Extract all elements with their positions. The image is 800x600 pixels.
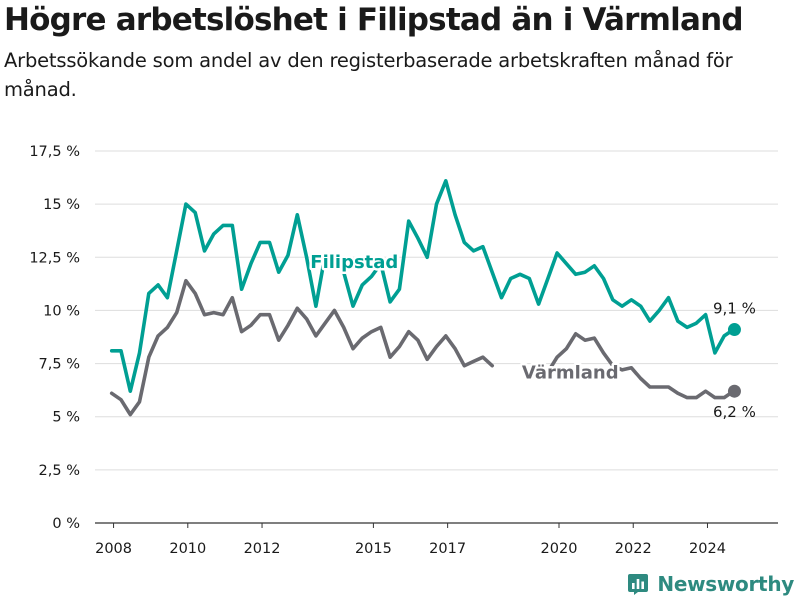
x-tick-label: 2015 (355, 541, 392, 557)
series-line-filipstad (109, 179, 736, 393)
chart-title: Högre arbetslöshet i Filipstad än i Värm… (4, 2, 744, 38)
end-point-marker (727, 323, 741, 337)
brand-logo: Newsworthy (626, 572, 794, 596)
y-tick-label: 7,5 % (39, 357, 80, 373)
series-line-värmland (109, 278, 736, 417)
chart-subtitle: Arbetssökande som andel av den registerb… (4, 49, 733, 101)
end-value-label: 9,1 % (713, 300, 756, 318)
x-tick-label: 2020 (541, 541, 578, 557)
y-tick-label: 5 % (52, 410, 80, 426)
brand-name: Newsworthy (657, 572, 794, 596)
x-tick-label: 2010 (169, 541, 206, 557)
y-tick-label: 17,5 % (29, 144, 80, 160)
series-label-filipstad: Filipstad (310, 252, 398, 273)
series-label-värmland: Värmland (522, 362, 619, 383)
x-tick-label: 2012 (244, 541, 281, 557)
end-value-label: 6,2 % (713, 403, 756, 421)
y-tick-label: 10 % (43, 303, 80, 319)
x-tick-label: 2017 (429, 541, 466, 557)
y-tick-label: 15 % (43, 197, 80, 213)
x-tick-label: 2024 (689, 541, 726, 557)
y-tick-label: 0 % (52, 516, 80, 532)
x-tick-label: 2008 (95, 541, 132, 557)
x-tick-label: 2022 (615, 541, 652, 557)
end-point-marker (727, 384, 741, 398)
newsworthy-logo-icon (628, 574, 649, 595)
y-tick-label: 12,5 % (29, 250, 80, 266)
y-tick-label: 2,5 % (39, 463, 80, 479)
